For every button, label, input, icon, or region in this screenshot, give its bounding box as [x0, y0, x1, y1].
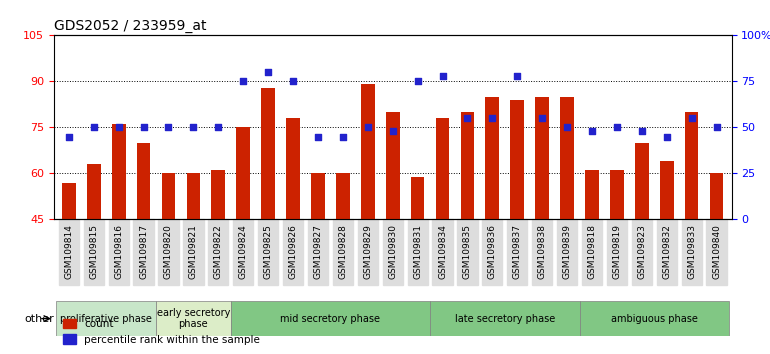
Bar: [261, 87, 275, 219]
Text: GDS2052 / 233959_at: GDS2052 / 233959_at: [54, 19, 206, 33]
Point: [262, 69, 274, 75]
Point: [461, 115, 474, 121]
Point: [411, 79, 424, 84]
Point: [213, 125, 225, 130]
Bar: [436, 118, 450, 219]
Bar: [410, 177, 424, 219]
Bar: [186, 173, 200, 219]
Bar: [685, 112, 698, 219]
Point: [362, 125, 374, 130]
Point: [486, 115, 498, 121]
Point: [611, 125, 623, 130]
Bar: [585, 170, 599, 219]
Point: [62, 134, 75, 139]
Bar: [386, 112, 400, 219]
Point: [112, 125, 125, 130]
Point: [586, 128, 598, 134]
Point: [536, 115, 548, 121]
Text: late secretory phase: late secretory phase: [454, 314, 555, 324]
Bar: [660, 161, 674, 219]
FancyBboxPatch shape: [231, 301, 430, 336]
Bar: [635, 143, 648, 219]
Bar: [561, 97, 574, 219]
Point: [437, 73, 449, 79]
Bar: [311, 173, 325, 219]
Bar: [710, 173, 723, 219]
Point: [237, 79, 249, 84]
Bar: [511, 100, 524, 219]
FancyBboxPatch shape: [580, 301, 729, 336]
Text: mid secretory phase: mid secretory phase: [280, 314, 380, 324]
Point: [187, 125, 199, 130]
Point: [137, 125, 149, 130]
Bar: [486, 97, 499, 219]
FancyBboxPatch shape: [156, 301, 231, 336]
Legend: count, percentile rank within the sample: count, percentile rank within the sample: [59, 315, 264, 349]
Bar: [286, 118, 300, 219]
Bar: [610, 170, 624, 219]
Bar: [112, 124, 126, 219]
Point: [387, 128, 399, 134]
Bar: [535, 97, 549, 219]
Point: [685, 115, 698, 121]
Point: [287, 79, 300, 84]
Text: early secretory
phase: early secretory phase: [157, 308, 230, 330]
Point: [312, 134, 324, 139]
Bar: [336, 173, 350, 219]
Point: [511, 73, 524, 79]
Text: ambiguous phase: ambiguous phase: [611, 314, 698, 324]
Bar: [162, 173, 176, 219]
Bar: [361, 85, 375, 219]
Point: [88, 125, 100, 130]
Point: [661, 134, 673, 139]
Bar: [236, 127, 250, 219]
Point: [561, 125, 573, 130]
Bar: [137, 143, 150, 219]
Bar: [62, 183, 75, 219]
Point: [711, 125, 723, 130]
Point: [336, 134, 349, 139]
Bar: [87, 164, 101, 219]
Text: proliferative phase: proliferative phase: [60, 314, 152, 324]
Point: [636, 128, 648, 134]
Text: other: other: [25, 314, 55, 324]
Point: [162, 125, 175, 130]
Bar: [460, 112, 474, 219]
FancyBboxPatch shape: [56, 301, 156, 336]
Bar: [212, 170, 225, 219]
FancyBboxPatch shape: [430, 301, 580, 336]
